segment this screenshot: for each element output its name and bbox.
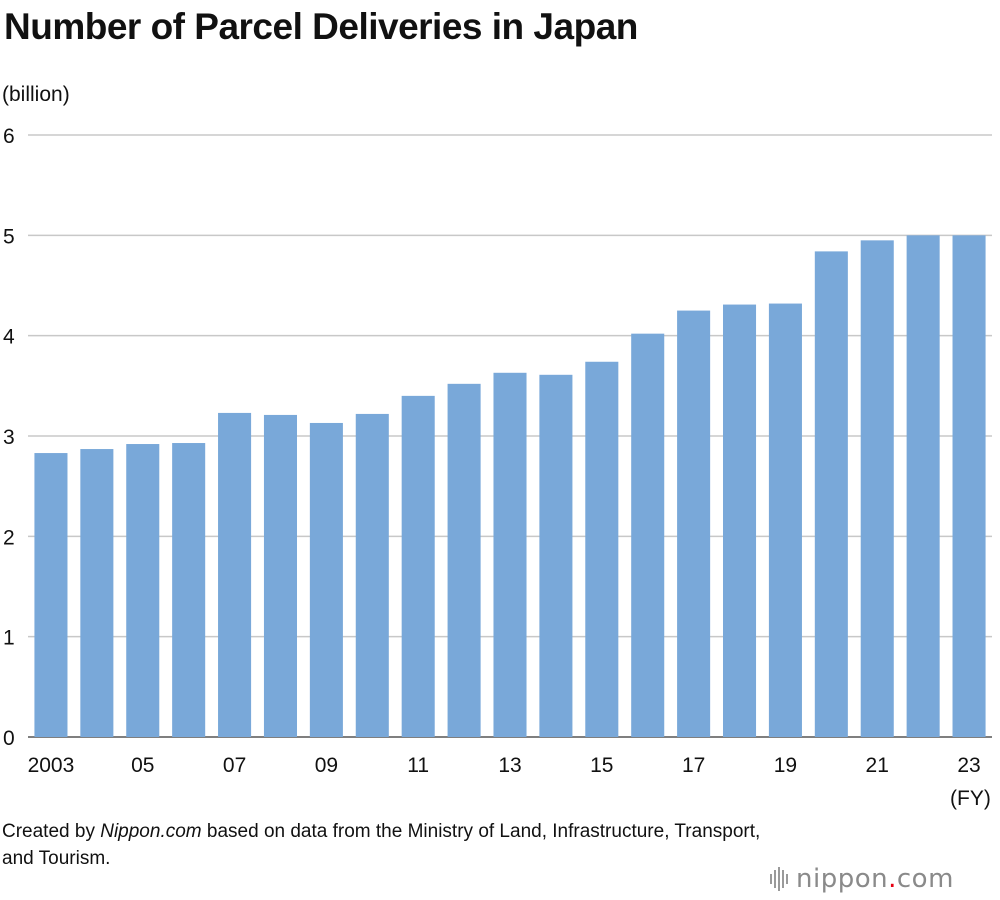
bar-2017 — [677, 310, 711, 737]
bar-2008 — [263, 414, 298, 737]
y-tick-label-5: 5 — [3, 225, 15, 248]
bar-2003 — [34, 453, 68, 737]
y-tick-label-3: 3 — [3, 426, 15, 449]
x-tick-label-2021: 21 — [866, 754, 889, 777]
y-tick-label-0: 0 — [3, 727, 15, 750]
credit-prefix: Created by — [2, 821, 101, 842]
y-tick-label-6: 6 — [3, 125, 15, 148]
x-axis-ticks: 2003 05 07 09 11 13 15 17 19 21 23 — [28, 754, 981, 777]
credit-site-name: Nippon.com — [100, 821, 202, 842]
bar-series — [34, 235, 986, 738]
y-tick-label-1: 1 — [3, 627, 15, 650]
bar-2023 — [952, 235, 986, 738]
bar-2014 — [539, 374, 573, 737]
credit-suffix: based on data from the Ministry of Land,… — [2, 821, 761, 869]
y-axis-ticks: 0 1 2 3 4 5 6 — [3, 125, 15, 750]
bar-2012 — [447, 383, 481, 737]
logo-wordmark: nippon.com — [796, 864, 954, 894]
x-tick-label-2003: 2003 — [28, 754, 75, 777]
chart-title: Number of Parcel Deliveries in Japan — [4, 6, 638, 47]
y-axis-unit-label: (billion) — [2, 83, 70, 106]
bar-2006 — [172, 443, 206, 737]
bar-2019 — [768, 303, 802, 737]
x-tick-label-2009: 09 — [315, 754, 338, 777]
bar-2004 — [80, 449, 114, 737]
x-tick-label-2017: 17 — [682, 754, 705, 777]
nippon-com-logo: nippon.com — [770, 862, 954, 896]
bar-2015 — [585, 361, 619, 737]
x-tick-label-2011: 11 — [407, 754, 429, 777]
x-tick-label-2019: 19 — [774, 754, 797, 777]
bar-2020 — [814, 251, 848, 738]
x-tick-label-2005: 05 — [131, 754, 154, 777]
bar-2018 — [722, 304, 757, 737]
bar-2005 — [126, 444, 160, 737]
bar-2021 — [860, 240, 894, 737]
x-tick-label-2007: 07 — [223, 754, 246, 777]
bar-2011 — [401, 395, 435, 737]
x-tick-label-2013: 13 — [498, 754, 521, 777]
logo-bars-icon — [770, 867, 788, 891]
y-tick-label-2: 2 — [3, 526, 15, 549]
x-tick-label-2015: 15 — [590, 754, 613, 777]
bar-2009 — [309, 422, 343, 737]
x-axis-unit-label: (FY) — [950, 787, 991, 810]
x-tick-label-2023: 23 — [957, 754, 980, 777]
bar-2007 — [218, 412, 252, 737]
bar-2016 — [631, 333, 665, 737]
bar-2013 — [493, 372, 527, 737]
bar-2022 — [906, 235, 940, 738]
source-credit: Created by Nippon.com based on data from… — [2, 818, 762, 872]
y-tick-label-4: 4 — [3, 326, 15, 349]
bar-2010 — [355, 413, 389, 737]
